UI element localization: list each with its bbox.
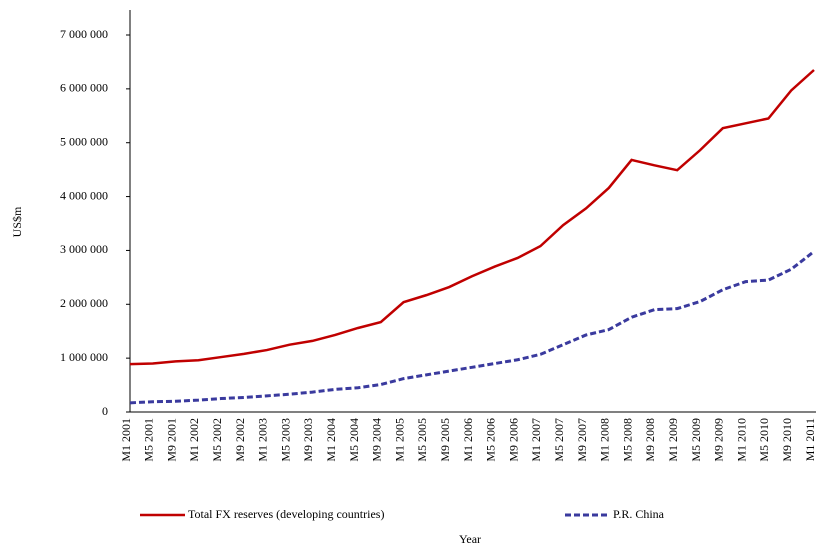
y-tick-label: 5 000 000 — [60, 134, 108, 148]
x-tick-label: M9 2010 — [780, 418, 794, 462]
y-tick-label: 0 — [102, 404, 108, 418]
x-axis-label: Year — [459, 532, 481, 546]
y-tick-label: 1 000 000 — [60, 350, 108, 364]
legend-label: P.R. China — [613, 507, 665, 521]
x-tick-label: M1 2008 — [598, 418, 612, 462]
x-tick-label: M5 2007 — [552, 418, 566, 462]
x-tick-label: M9 2008 — [643, 418, 657, 462]
y-axis-label: US$m — [10, 206, 24, 237]
x-tick-label: M5 2002 — [210, 418, 224, 462]
series-line — [129, 69, 815, 366]
x-tick-label: M1 2011 — [803, 418, 817, 461]
x-tick-label: M5 2001 — [142, 418, 156, 462]
y-tick-label: 2 000 000 — [60, 296, 108, 310]
x-tick-label: M1 2004 — [324, 418, 338, 462]
x-tick-label: M5 2003 — [278, 418, 292, 462]
x-tick-label: M9 2009 — [712, 418, 726, 462]
x-tick-label: M5 2004 — [347, 418, 361, 462]
x-tick-label: M9 2006 — [506, 418, 520, 462]
x-tick-label: M5 2006 — [484, 418, 498, 462]
x-tick-label: M1 2001 — [119, 418, 133, 462]
x-tick-label: M1 2007 — [529, 418, 543, 462]
x-tick-label: M5 2010 — [757, 418, 771, 462]
x-tick-label: M9 2003 — [301, 418, 315, 462]
x-tick-label: M9 2004 — [370, 418, 384, 462]
x-tick-label: M1 2006 — [461, 418, 475, 462]
x-tick-label: M5 2008 — [620, 418, 634, 462]
x-tick-label: M9 2002 — [233, 418, 247, 462]
x-tick-label: M1 2003 — [256, 418, 270, 462]
series-line — [129, 250, 815, 405]
legend-label: Total FX reserves (developing countries) — [188, 507, 384, 521]
x-tick-label: M5 2005 — [415, 418, 429, 462]
y-tick-label: 7 000 000 — [60, 27, 108, 41]
y-tick-label: 3 000 000 — [60, 242, 108, 256]
x-tick-label: M1 2005 — [392, 418, 406, 462]
x-tick-label: M9 2001 — [164, 418, 178, 462]
x-tick-label: M1 2009 — [666, 418, 680, 462]
y-tick-label: 4 000 000 — [60, 188, 108, 202]
x-tick-label: M5 2009 — [689, 418, 703, 462]
x-tick-label: M1 2002 — [187, 418, 201, 462]
x-tick-label: M1 2010 — [734, 418, 748, 462]
y-tick-label: 6 000 000 — [60, 81, 108, 95]
x-tick-label: M9 2005 — [438, 418, 452, 462]
x-tick-label: M9 2007 — [575, 418, 589, 462]
